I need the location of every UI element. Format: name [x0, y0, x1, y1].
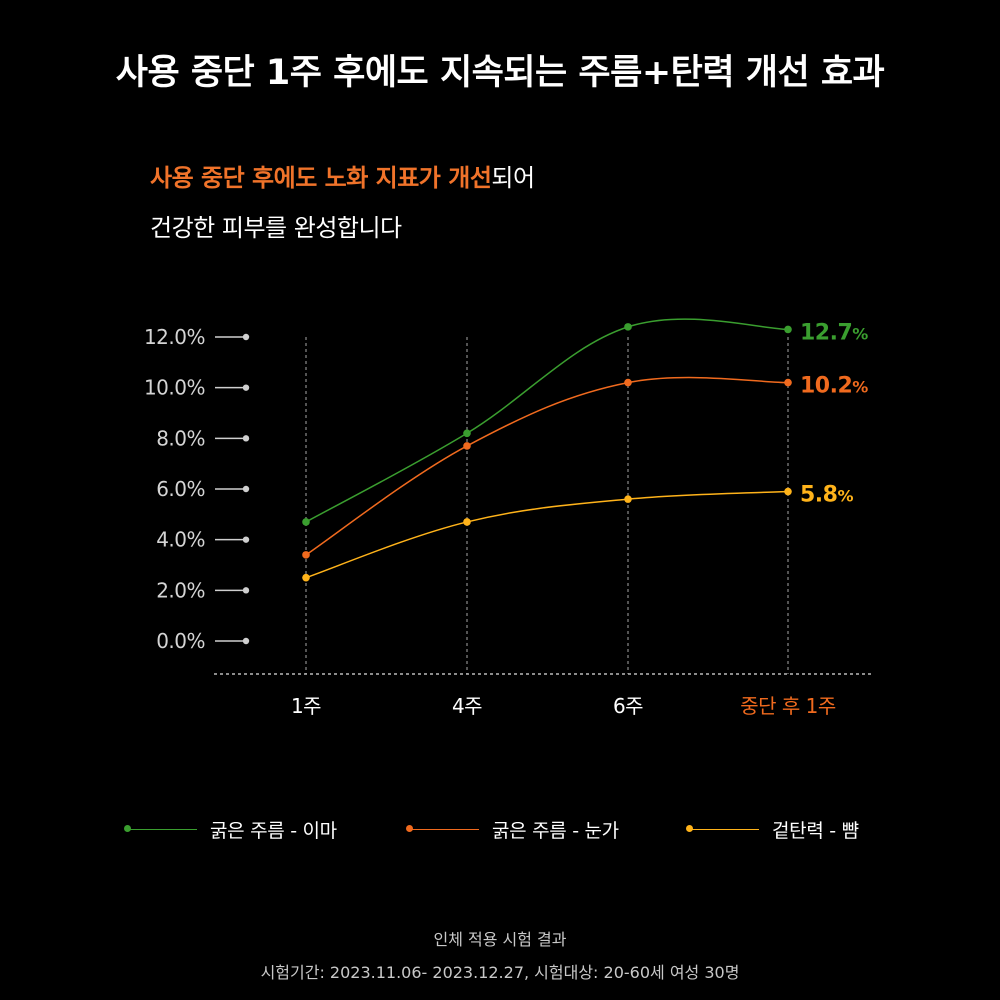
- legend-line-eye: [406, 825, 479, 832]
- end-value-label: 5.8%: [800, 483, 853, 508]
- footer-title: 인체 적용 시험 결과: [433, 930, 567, 949]
- y-tick-label: 0.0%: [156, 629, 205, 653]
- legend-dot-eye: [406, 825, 413, 832]
- chart-legend: 굵은 주름 - 이마 굵은 주름 - 눈가 겉탄력 - 뺨: [0, 812, 1000, 846]
- y-tick-label: 12.0%: [144, 325, 205, 349]
- subtitle-line-2: 건강한 피부를 완성합니다: [150, 214, 402, 242]
- y-tick-marker-dot: [242, 485, 250, 493]
- legend-dot-forehead: [124, 825, 131, 832]
- subtitle-highlight: 사용 중단 후에도 노화 지표가 개선: [150, 164, 492, 192]
- data-point: [624, 495, 632, 503]
- data-point: [302, 518, 310, 526]
- y-tick-marker-dot: [242, 333, 250, 341]
- y-tick-label: 4.0%: [156, 528, 205, 552]
- y-tick-label: 2.0%: [156, 578, 205, 602]
- y-tick-label: 6.0%: [156, 477, 205, 501]
- legend-label-cheek: 겉탄력 - 뺨: [772, 819, 859, 842]
- legend-item-forehead: 굵은 주름 - 이마: [124, 812, 337, 846]
- data-point: [624, 323, 632, 331]
- page-title: 사용 중단 1주 후에도 지속되는 주름+탄력 개선 효과: [115, 53, 885, 93]
- y-tick-marker-dot: [242, 587, 250, 594]
- data-point: [784, 487, 792, 496]
- y-tick-marker-dot: [242, 435, 250, 442]
- data-point: [463, 442, 471, 450]
- y-tick-marker-dot: [242, 637, 250, 645]
- data-point: [624, 378, 632, 387]
- data-point: [302, 573, 310, 582]
- end-value-label: 12.7%: [800, 320, 868, 345]
- legend-item-cheek: 겉탄력 - 뺨: [686, 812, 859, 846]
- y-tick-label: 10.0%: [144, 376, 205, 400]
- x-tick-label: 1주: [291, 694, 321, 718]
- data-point: [302, 551, 310, 559]
- data-point: [784, 325, 792, 334]
- y-tick-label: 8.0%: [156, 426, 205, 450]
- legend-label-eye: 굵은 주름 - 눈가: [492, 819, 619, 842]
- x-tick-label: 4주: [452, 694, 482, 718]
- y-tick-marker-dot: [242, 536, 250, 543]
- data-point: [784, 378, 792, 387]
- series-line: [305, 318, 789, 523]
- x-tick-label: 6주: [613, 694, 643, 718]
- data-point: [463, 518, 471, 526]
- series-line: [305, 376, 789, 556]
- legend-item-eye: 굵은 주름 - 눈가: [406, 812, 619, 846]
- data-point: [463, 429, 471, 438]
- subtitle-rest: 되어: [491, 164, 535, 192]
- legend-line-cheek: [686, 825, 759, 832]
- end-value-label: 10.2%: [800, 374, 868, 399]
- x-tick-label: 중단 후 1주: [740, 694, 836, 718]
- legend-dot-cheek: [686, 825, 693, 832]
- legend-label-forehead: 굵은 주름 - 이마: [210, 819, 337, 842]
- subtitle-line-1: 사용 중단 후에도 노화 지표가 개선되어: [150, 158, 535, 193]
- y-tick-marker-dot: [242, 384, 250, 391]
- footer-period: 시험기간: 2023.11.06- 2023.12.27, 시험대상: 20-6…: [260, 963, 740, 982]
- series-line: [305, 490, 789, 579]
- legend-line-forehead: [124, 825, 197, 832]
